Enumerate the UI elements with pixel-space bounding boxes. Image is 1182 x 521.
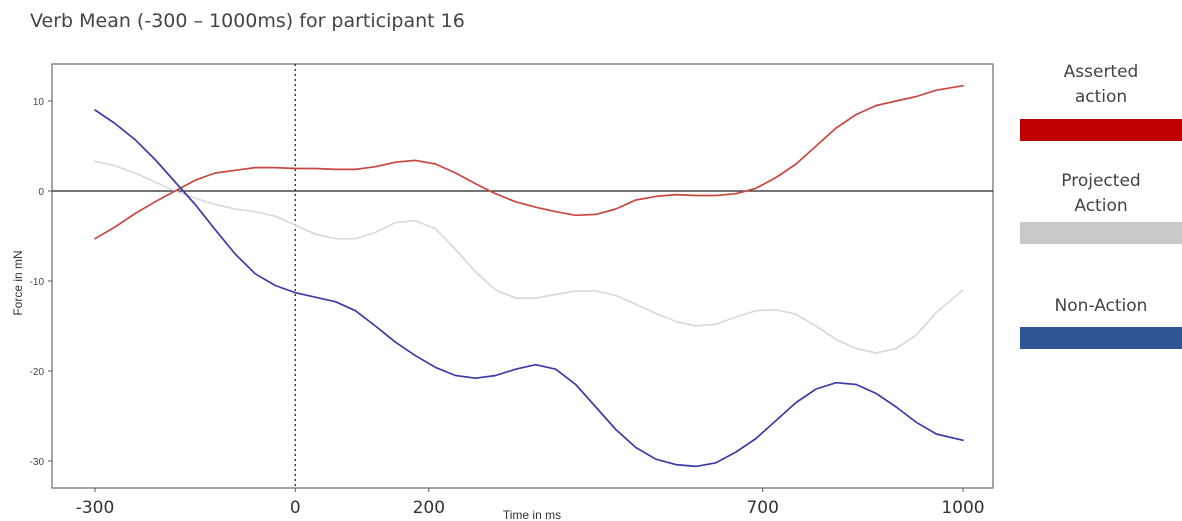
y-tick-label: -20 — [30, 367, 45, 378]
plot-panel — [51, 63, 994, 489]
y-tick-label: 0 — [38, 187, 44, 198]
x-axis-label: Time in ms — [503, 508, 561, 521]
legend-item-non-action: Non-Action — [1020, 294, 1182, 319]
series-line-projected-action — [94, 160, 964, 354]
legend-label: Non-Action — [1054, 296, 1148, 316]
legend-label: Asserted action — [1063, 62, 1139, 107]
x-tick-label: -300 — [76, 498, 115, 518]
x-tick-label: 700 — [746, 498, 778, 518]
y-axis-label: Force in mN — [11, 250, 25, 315]
legend-item-asserted-action: Asserted action — [1020, 60, 1182, 110]
legend-swatch-projected-action — [1020, 222, 1182, 244]
legend-label: Projected Action — [1061, 171, 1141, 216]
y-tick-label: 10 — [33, 97, 45, 108]
series-line-asserted-action — [94, 84, 964, 240]
chart-title: Verb Mean (-300 – 1000ms) for participan… — [30, 10, 465, 32]
x-tick-label: 1000 — [941, 498, 984, 518]
x-tick-label: 0 — [290, 498, 301, 518]
legend-swatch-non-action — [1020, 327, 1182, 349]
legend-swatch-asserted-action — [1020, 119, 1182, 141]
line-chart: 10 0 -10 -20 -30 -300 0 200 700 1000 Time in ms For… — [11, 63, 994, 521]
x-tick-label: 200 — [413, 498, 445, 518]
y-tick-label: -30 — [30, 457, 45, 468]
series-line-non-action — [94, 109, 964, 468]
legend-item-projected-action: Projected Action — [1020, 169, 1182, 219]
y-tick-label: -10 — [30, 277, 45, 288]
